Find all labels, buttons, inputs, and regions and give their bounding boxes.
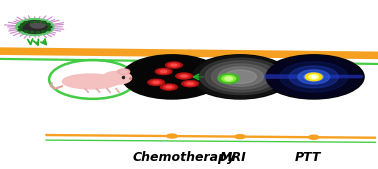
Circle shape (20, 24, 24, 26)
Circle shape (266, 56, 361, 98)
Circle shape (118, 69, 130, 74)
Circle shape (308, 135, 320, 140)
Circle shape (30, 21, 45, 28)
Polygon shape (45, 134, 376, 139)
Circle shape (304, 73, 323, 81)
Ellipse shape (158, 69, 169, 74)
Circle shape (280, 62, 348, 92)
Circle shape (24, 22, 28, 23)
Ellipse shape (176, 73, 192, 79)
Ellipse shape (148, 79, 164, 85)
Circle shape (42, 21, 46, 23)
Circle shape (189, 54, 291, 100)
Text: PTT: PTT (295, 151, 321, 164)
Polygon shape (0, 47, 378, 59)
Circle shape (46, 24, 50, 25)
Circle shape (225, 77, 232, 80)
Ellipse shape (205, 61, 277, 92)
Ellipse shape (62, 74, 119, 89)
Ellipse shape (187, 83, 193, 85)
Ellipse shape (155, 68, 172, 75)
Circle shape (30, 21, 34, 23)
Circle shape (42, 31, 45, 32)
Circle shape (103, 71, 132, 84)
Circle shape (19, 29, 22, 31)
Circle shape (36, 32, 40, 33)
Text: MRI: MRI (220, 151, 247, 164)
Ellipse shape (153, 81, 159, 83)
Circle shape (305, 73, 322, 81)
Ellipse shape (168, 63, 180, 67)
Circle shape (24, 31, 28, 32)
Circle shape (19, 26, 22, 28)
Ellipse shape (161, 70, 167, 73)
Circle shape (309, 75, 319, 79)
Circle shape (36, 21, 40, 22)
Ellipse shape (166, 86, 172, 88)
Circle shape (120, 70, 127, 73)
Ellipse shape (184, 82, 196, 86)
Ellipse shape (182, 81, 198, 87)
Ellipse shape (163, 85, 175, 89)
Circle shape (218, 74, 239, 83)
Text: Chemotherapy: Chemotherapy (132, 151, 235, 164)
Circle shape (47, 29, 51, 31)
Circle shape (263, 54, 365, 100)
Ellipse shape (166, 62, 182, 68)
Circle shape (222, 76, 235, 82)
Ellipse shape (178, 74, 190, 78)
Circle shape (30, 31, 34, 33)
Circle shape (48, 26, 52, 28)
Polygon shape (265, 74, 363, 79)
Circle shape (289, 66, 338, 88)
Ellipse shape (150, 80, 162, 84)
Circle shape (234, 134, 246, 139)
Polygon shape (0, 58, 378, 65)
Ellipse shape (181, 75, 187, 77)
Ellipse shape (211, 64, 270, 89)
Circle shape (121, 54, 223, 100)
Circle shape (311, 76, 316, 78)
Wedge shape (20, 21, 49, 33)
Circle shape (16, 19, 54, 35)
Ellipse shape (161, 84, 177, 90)
Ellipse shape (200, 58, 283, 95)
Ellipse shape (218, 67, 263, 86)
Polygon shape (45, 139, 376, 143)
Ellipse shape (225, 70, 256, 83)
Circle shape (192, 56, 288, 98)
Ellipse shape (171, 64, 177, 66)
Circle shape (166, 133, 178, 139)
Circle shape (298, 70, 330, 84)
